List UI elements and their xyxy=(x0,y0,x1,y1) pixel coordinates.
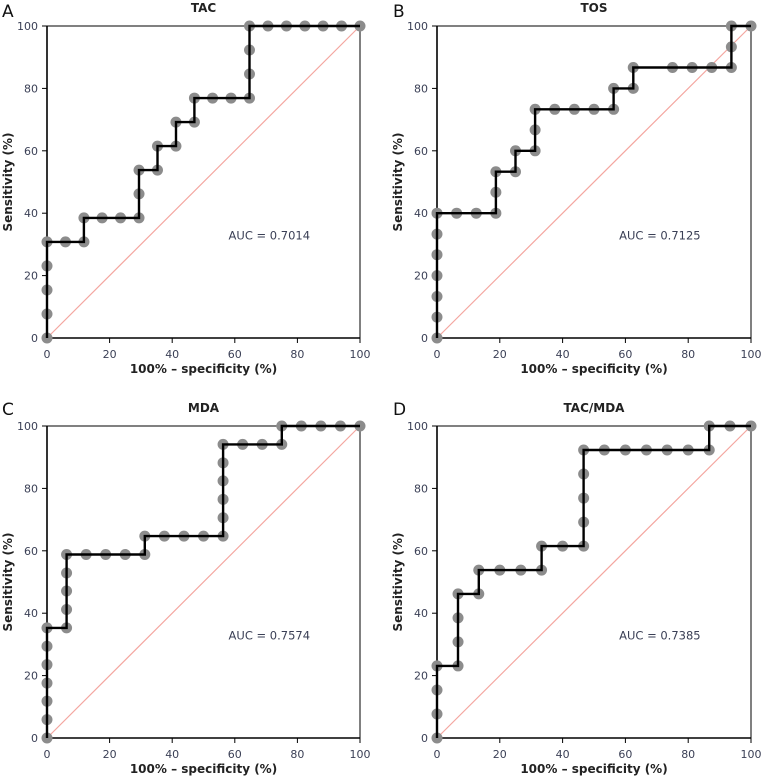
reference-diagonal-line xyxy=(46,425,361,739)
panel-letter: C xyxy=(2,400,14,420)
y-tick-label: 60 xyxy=(24,545,38,558)
roc-panel-a: A TAC 0 20 40 60 80 100 0 20 40 60 80 100 100% – speci… xyxy=(1,1,371,376)
y-tick-label: 60 xyxy=(414,145,428,158)
x-axis-label: 100% – specificity (%) xyxy=(520,362,667,376)
x-tick-label: 100 xyxy=(350,348,371,361)
auc-annotation: AUC = 0.7385 xyxy=(619,629,701,643)
y-tick-label: 100 xyxy=(17,420,38,433)
chart-title: TAC xyxy=(191,1,217,15)
chart-title: MDA xyxy=(188,401,220,415)
x-tick-label: 40 xyxy=(556,348,570,361)
roc-curve xyxy=(45,424,360,738)
x-tick-label: 40 xyxy=(556,748,570,761)
auc-annotation: AUC = 0.7125 xyxy=(619,229,701,243)
roc-panel-b: B TOS 0 20 40 60 80 100 0 20 40 60 80 100 100% – speci… xyxy=(391,1,761,376)
x-axis-label: 100% – specificity (%) xyxy=(520,762,667,776)
x-tick-label: 20 xyxy=(103,348,117,361)
y-tick-label: 80 xyxy=(414,482,428,495)
y-tick-label: 40 xyxy=(414,607,428,620)
y-tick-label: 20 xyxy=(414,270,428,283)
y-tick-label: 60 xyxy=(24,145,38,158)
y-tick-label: 0 xyxy=(31,732,38,745)
x-tick-label: 100 xyxy=(350,748,371,761)
x-tick-label: 0 xyxy=(434,748,441,761)
reference-diagonal-line xyxy=(436,425,752,739)
roc-panel-d: D TAC/MDA 0 20 40 60 80 100 0 20 40 60 80 100 100% – s… xyxy=(391,400,761,776)
x-tick-label: 0 xyxy=(44,348,51,361)
y-tick-label: 0 xyxy=(421,332,428,345)
chart-title: TOS xyxy=(580,1,607,15)
panel-letter: B xyxy=(393,2,405,22)
x-tick-label: 20 xyxy=(493,348,507,361)
auc-annotation: AUC = 0.7014 xyxy=(229,229,310,243)
y-axis-label: Sensitivity (%) xyxy=(391,532,405,631)
x-tick-label: 20 xyxy=(493,748,507,761)
x-tick-label: 60 xyxy=(228,348,242,361)
y-tick-label: 20 xyxy=(414,670,428,683)
y-tick-label: 40 xyxy=(24,207,38,220)
y-tick-label: 40 xyxy=(414,207,428,220)
x-tick-label: 40 xyxy=(165,348,179,361)
x-axis-label: 100% – specificity (%) xyxy=(130,362,277,376)
y-tick-label: 100 xyxy=(17,20,38,33)
roc-curve xyxy=(435,424,751,738)
y-tick-label: 60 xyxy=(414,545,428,558)
y-tick-label: 80 xyxy=(414,82,428,95)
x-tick-label: 0 xyxy=(44,748,51,761)
roc-curve xyxy=(435,24,751,338)
x-tick-label: 0 xyxy=(434,348,441,361)
reference-diagonal-line xyxy=(436,25,752,339)
x-tick-label: 100 xyxy=(741,748,761,761)
x-tick-label: 80 xyxy=(290,348,304,361)
roc-panel-c: C MDA 0 20 40 60 80 100 0 20 40 60 80 100 100% – speci… xyxy=(1,400,371,776)
x-tick-label: 80 xyxy=(681,348,695,361)
reference-diagonal-line xyxy=(46,25,361,339)
x-tick-label: 80 xyxy=(681,748,695,761)
x-tick-label: 80 xyxy=(290,748,304,761)
y-tick-label: 0 xyxy=(31,332,38,345)
x-tick-label: 60 xyxy=(618,348,632,361)
y-tick-label: 80 xyxy=(24,482,38,495)
y-tick-label: 20 xyxy=(24,670,38,683)
x-tick-label: 40 xyxy=(165,748,179,761)
roc-curve xyxy=(45,24,360,338)
x-tick-label: 20 xyxy=(103,748,117,761)
y-axis-label: Sensitivity (%) xyxy=(1,132,15,231)
y-axis-label: Sensitivity (%) xyxy=(391,132,405,231)
y-tick-label: 80 xyxy=(24,82,38,95)
y-tick-label: 20 xyxy=(24,270,38,283)
y-tick-label: 0 xyxy=(421,732,428,745)
y-tick-label: 40 xyxy=(24,607,38,620)
panel-letter: A xyxy=(2,2,14,22)
x-tick-label: 100 xyxy=(741,348,761,361)
chart-title: TAC/MDA xyxy=(564,401,626,415)
panel-letter: D xyxy=(393,400,406,420)
auc-annotation: AUC = 0.7574 xyxy=(229,629,310,643)
x-axis-label: 100% – specificity (%) xyxy=(130,762,277,776)
y-axis-label: Sensitivity (%) xyxy=(1,532,15,631)
x-tick-label: 60 xyxy=(228,748,242,761)
y-tick-label: 100 xyxy=(407,420,428,433)
x-tick-label: 60 xyxy=(618,748,632,761)
y-tick-label: 100 xyxy=(407,20,428,33)
